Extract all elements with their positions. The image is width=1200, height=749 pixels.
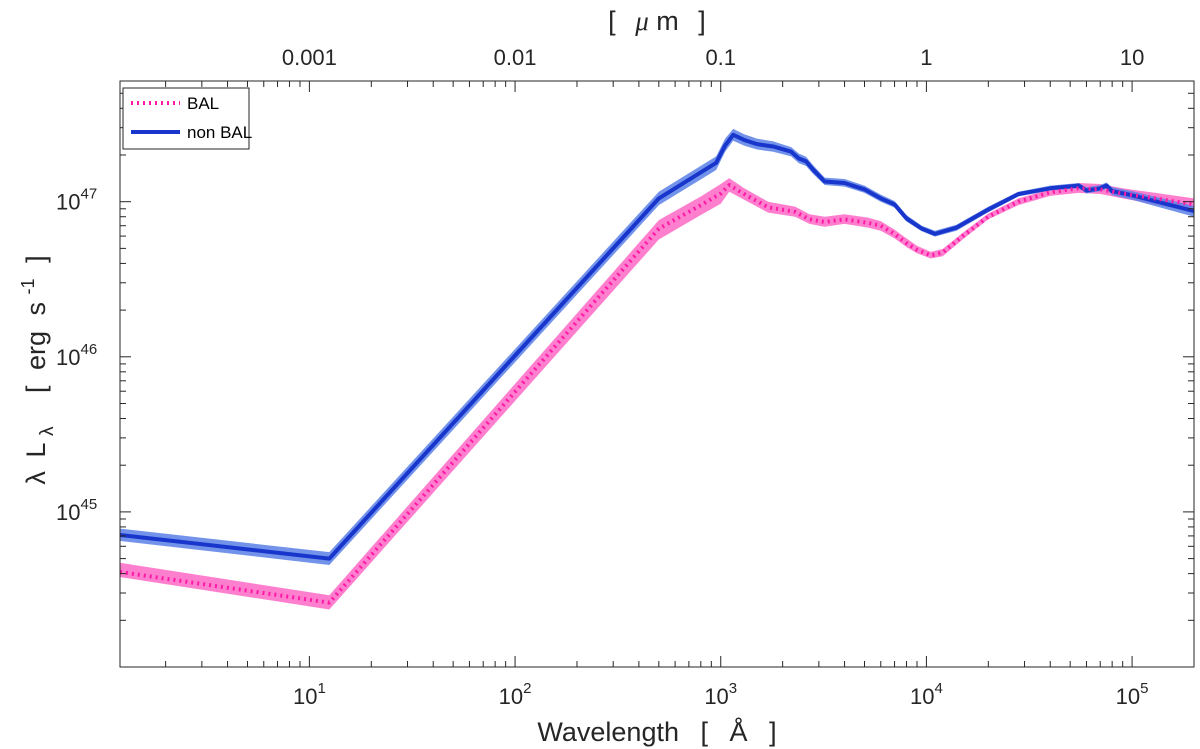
y-axis-title-L: L [21,443,51,458]
y-tick-label-base: 10 [56,345,80,370]
legend-label-non-bal: non BAL [187,123,252,142]
x-axis-title-unit: Å [730,716,748,747]
y-tick-label-base: 10 [56,500,80,525]
top-x-tick-label: 0.1 [705,45,736,70]
top-x-tick-label: 0.01 [494,45,537,70]
x-tick-label: 104 [910,680,943,709]
top-x-axis-title-mu: μ [634,6,649,36]
top-x-axis-title: [ μ m ] [608,6,706,36]
x-tick-label: 105 [1116,680,1149,709]
y-tick-label-exponent: 46 [80,341,97,358]
top-x-axis-title-close-bracket: ] [698,6,706,36]
y-axis-title-close-bracket: ] [21,255,51,263]
y-axis-title-open-bracket: [ [21,385,51,393]
top-x-axis-title-open-bracket: [ [608,6,616,36]
x-axis-title-word: Wavelength [537,717,679,747]
x-tick-label-exponent: 2 [523,680,531,697]
y-tick-label: 1045 [56,496,97,525]
y-tick-label: 1046 [56,341,97,370]
y-axis-title-s: s [21,302,51,316]
legend-box [122,87,250,150]
x-tick-label-base: 10 [293,684,317,709]
plot-layer [120,128,1194,610]
x-tick-label-base: 10 [704,684,728,709]
x-tick-label-exponent: 5 [1140,680,1148,697]
x-tick-label-exponent: 4 [934,680,942,697]
x-tick-label-base: 10 [1116,684,1140,709]
y-axis-title-exponent: -1 [18,278,38,294]
x-axis-title: Wavelength [ Å ] [537,716,776,747]
series-line-non-bal [120,132,1194,561]
axes-box [119,80,1195,668]
x-tick-label: 101 [293,680,326,709]
x-tick-label: 103 [704,680,737,709]
top-x-tick-label: 10 [1120,45,1144,70]
top-x-tick-label: 1 [920,45,932,70]
x-axis-title-open-bracket: [ [701,717,709,747]
y-tick-label-base: 10 [56,190,80,215]
series-group [120,128,1194,610]
top-x-axis-title-m: m [656,6,679,36]
y-tick-label-exponent: 45 [80,496,97,513]
y-axis-title-lambda: λ [21,471,51,485]
x-axis-title-close-bracket: ] [769,717,777,747]
y-tick-label-exponent: 47 [80,186,97,203]
x-tick-label-base: 10 [499,684,523,709]
legend-label-bal: BAL [187,94,219,113]
legend: BAL non BAL [122,87,252,150]
x-tick-label-exponent: 3 [729,680,737,697]
x-tick-label: 102 [499,680,532,709]
y-axis-title: λ L λ [ erg s -1 ] [10,255,59,484]
y-axis-title-subscript: λ [37,426,58,436]
x-tick-label-exponent: 1 [317,680,325,697]
y-axis-title-erg: erg [21,331,51,370]
y-tick-label: 1047 [56,186,97,215]
top-x-tick-label: 0.001 [282,45,337,70]
x-tick-label-base: 10 [910,684,934,709]
